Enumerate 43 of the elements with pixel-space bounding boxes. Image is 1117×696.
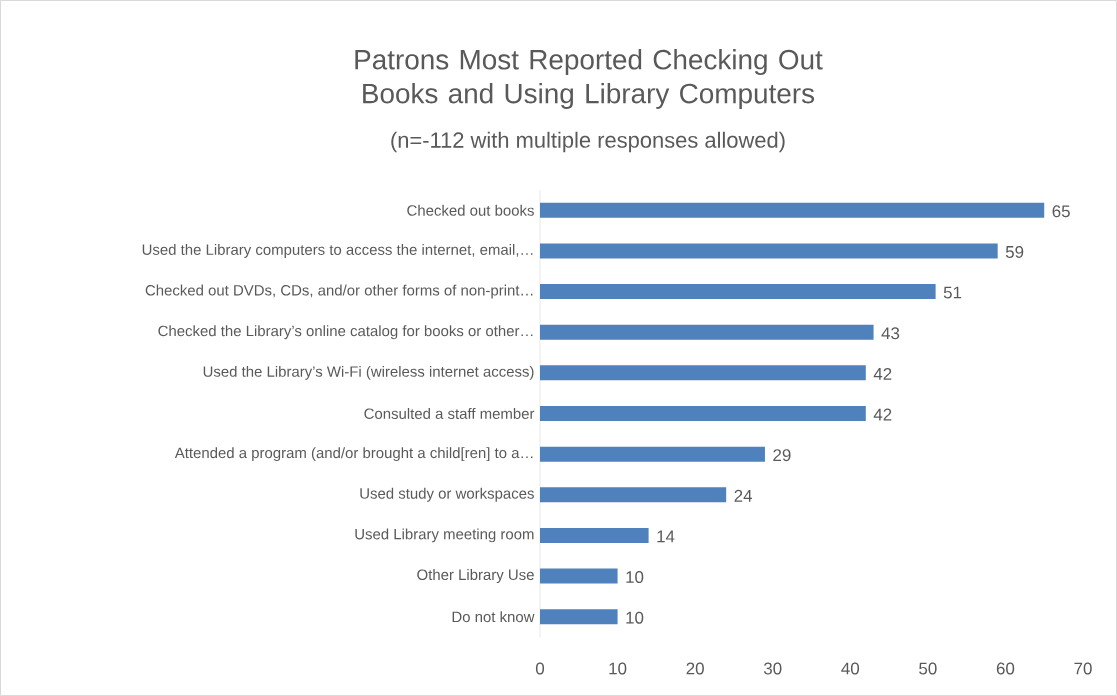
y-tick-label: Used study or workspaces — [360, 487, 534, 502]
data-label: 24 — [734, 489, 753, 502]
data-label: 29 — [773, 449, 791, 462]
data-label: 42 — [873, 367, 892, 380]
data-label: 59 — [1005, 245, 1024, 258]
chart-subtitle: (n=-112 with multiple responses allowed) — [391, 131, 785, 153]
bar — [540, 284, 936, 300]
bar — [540, 609, 618, 625]
bar — [540, 527, 649, 543]
data-label: 10 — [626, 611, 644, 624]
y-tick-label: Used the Library computers to access the internet, email,… — [142, 243, 533, 258]
y-tick-label: Checked the Library’s online catalog for books or other… — [158, 325, 533, 340]
x-tick-label: 10 — [609, 662, 627, 675]
y-tick-label: Checked out books — [407, 204, 534, 216]
data-label: 42 — [873, 408, 892, 421]
x-tick-label: 30 — [763, 662, 782, 675]
bar — [540, 324, 874, 340]
x-tick-label: 0 — [535, 662, 545, 675]
x-tick-label: 70 — [1074, 662, 1092, 675]
data-label: 10 — [626, 571, 644, 584]
y-tick-label: Used the Library’s Wi-Fi (wireless internet access) — [203, 365, 534, 380]
x-tick-label: 20 — [686, 662, 704, 675]
data-label: 65 — [1052, 205, 1070, 218]
y-tick-label: Other Library Use — [417, 569, 534, 583]
x-tick-label: 60 — [996, 662, 1015, 675]
data-label: 43 — [881, 327, 900, 340]
x-tick-label: 50 — [919, 662, 937, 675]
data-label: 14 — [657, 530, 675, 543]
bar — [540, 405, 866, 421]
data-label: 51 — [943, 286, 962, 299]
y-tick-label: Do not know — [452, 611, 535, 623]
y-tick-label: Attended a program (and/or brought a child[ren] to a… — [174, 447, 533, 462]
y-tick-label: Checked out DVDs, CDs, and/or other forms of non-print… — [145, 284, 533, 299]
bar — [540, 243, 998, 259]
y-tick-label: Consulted a staff member — [364, 408, 535, 419]
bar — [540, 202, 1045, 218]
y-tick-label: Used Library meeting room — [355, 528, 534, 543]
x-tick-label: 40 — [841, 662, 860, 675]
bar — [540, 446, 765, 462]
chart-title: Patrons Most Reported Checking Out Books and Using Library Computers — [355, 49, 823, 109]
bar — [540, 568, 618, 584]
bar — [540, 365, 866, 381]
bar — [540, 487, 727, 503]
